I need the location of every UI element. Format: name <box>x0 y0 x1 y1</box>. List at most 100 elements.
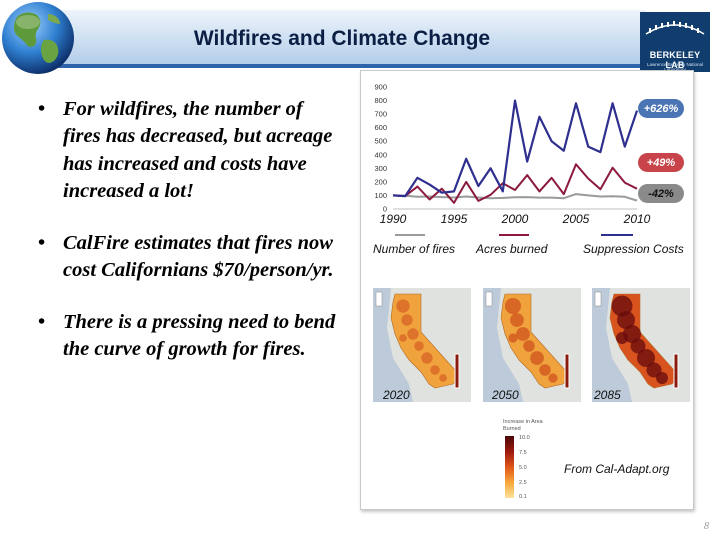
california-shape <box>390 293 458 389</box>
y-tick-label: 800 <box>374 96 387 105</box>
figure-panel: 0 100 200 300 400 500 600 700 800 900 1990 1995 2000… <box>360 70 694 510</box>
bullet-item: • For wildfires, the number of fires has… <box>30 96 340 206</box>
map-2085 <box>592 288 690 402</box>
burn-hotspot <box>646 362 662 378</box>
logo-subtext: Lawrence Berkeley National Laboratory <box>646 62 704 72</box>
callout-costs-label: +626% <box>644 103 679 115</box>
series-line-acres <box>392 163 638 204</box>
bullet-dot: • <box>38 231 46 254</box>
berkeley-lab-logo: BERKELEY LAB Lawrence Berkeley National … <box>640 12 710 72</box>
burn-hotspot <box>548 373 558 383</box>
map-label-2020: 2020 <box>383 388 410 402</box>
legend-swatch-fires <box>395 234 425 236</box>
map-ocean <box>592 288 632 402</box>
map-2050-graphic <box>483 288 581 402</box>
burn-hotspot <box>617 311 635 329</box>
colorbar-tick: 7.5 <box>519 450 527 456</box>
legend-swatch-costs <box>601 234 633 236</box>
x-tick-label: 2005 <box>562 212 590 226</box>
series-line-costs <box>392 99 639 198</box>
burn-hotspot <box>396 299 410 313</box>
y-tick-label: 700 <box>374 110 387 119</box>
map-label-2050: 2050 <box>492 388 519 402</box>
legend-swatch-acres <box>499 234 529 236</box>
burn-hotspot <box>530 351 544 365</box>
burn-hotspot <box>399 334 407 342</box>
zoom-control-icon <box>594 291 602 307</box>
bullet-item: • There is a pressing need to bend the c… <box>30 309 340 364</box>
bullet-dot: • <box>38 98 46 120</box>
map-ocean <box>373 288 413 402</box>
burn-hotspot <box>510 313 524 327</box>
burn-hotspot <box>430 365 440 375</box>
burn-hotspot <box>508 333 518 343</box>
callout-fires-label: -42% <box>648 188 674 200</box>
y-tick-label: 0 <box>383 205 387 214</box>
bullet-text: For wildfires, the number of fires has d… <box>63 98 333 203</box>
y-tick-label: 500 <box>374 137 387 146</box>
bullet-dot: • <box>38 310 46 333</box>
globe-icon <box>2 2 74 74</box>
lab-building-icon <box>645 21 705 35</box>
colorbar-title: Increase in Area <box>503 419 543 425</box>
burn-hotspot <box>516 327 530 341</box>
burn-hotspot <box>656 372 668 384</box>
burn-hotspot <box>616 332 628 344</box>
x-tick-label: 2010 <box>623 212 651 226</box>
map-2020 <box>373 288 471 402</box>
y-tick-label: 300 <box>374 164 387 173</box>
callout-fires-badge <box>638 184 684 203</box>
title-bar: Wildfires and Climate Change <box>38 10 646 68</box>
callout-costs-badge <box>638 99 684 118</box>
y-tick-label: 900 <box>374 83 387 92</box>
y-tick-label: 600 <box>374 123 387 132</box>
legend-label-fires: Number of fires <box>373 242 456 256</box>
colorbar-tick: 0.1 <box>519 494 527 500</box>
map-2050 <box>483 288 581 402</box>
colorbar-tick: 5.0 <box>519 465 527 471</box>
y-tick-label: 200 <box>374 177 387 186</box>
burn-hotspot <box>504 297 522 315</box>
bullet-text: There is a pressing need to bend the cur… <box>63 310 336 361</box>
map-label-2085: 2085 <box>594 388 621 402</box>
map-inset-colorbar <box>564 353 570 389</box>
colorbar-tick: 10.0 <box>519 435 530 441</box>
colorbar: Increase in Area Burned 10.0 7.5 5.0 2.5… <box>503 419 563 503</box>
slide-title: Wildfires and Climate Change <box>193 27 491 50</box>
burn-hotspot <box>630 338 646 354</box>
burn-hotspot <box>539 364 551 376</box>
burn-hotspot <box>401 314 413 326</box>
map-inset-colorbar <box>454 353 460 389</box>
bullet-text: CalFire estimates that fires now cost Ca… <box>63 231 334 282</box>
burn-hotspot <box>637 349 655 367</box>
zoom-control-icon <box>485 291 493 307</box>
logo-text: BERKELEY LAB <box>649 50 701 70</box>
burn-hotspot <box>439 374 447 382</box>
y-tick-label: 400 <box>374 150 387 159</box>
burn-hotspot <box>523 340 535 352</box>
bullet-item: • CalFire estimates that fires now cost … <box>30 230 340 285</box>
burn-hotspot <box>407 328 419 340</box>
zoom-control-icon <box>375 291 383 307</box>
x-tick-label: 2000 <box>501 212 529 226</box>
page-number: 8 <box>704 521 709 532</box>
map-inset-colorbar <box>673 353 679 389</box>
legend-label-costs: Suppression Costs <box>583 242 684 256</box>
colorbar-gradient <box>505 436 514 498</box>
map-ocean <box>483 288 523 402</box>
burn-hotspot <box>421 352 433 364</box>
bullet-list: • For wildfires, the number of fires has… <box>30 96 340 388</box>
x-tick-label: 1995 <box>441 212 468 226</box>
line-chart: 0 100 200 300 400 500 600 700 800 900 1990 1995 2000… <box>374 83 684 226</box>
callout-acres-label: +49% <box>647 157 676 169</box>
source-credit: From Cal-Adapt.org <box>564 462 670 476</box>
map-2020-graphic <box>373 288 471 402</box>
colorbar-title-2: Burned <box>503 426 521 432</box>
colorbar-tick: 2.5 <box>519 480 527 486</box>
x-tick-label: 1990 <box>380 212 407 226</box>
callout-acres-badge <box>638 153 684 172</box>
burn-hotspot <box>414 341 424 351</box>
legend-label-acres: Acres burned <box>476 242 548 256</box>
map-2085-graphic <box>592 288 690 402</box>
y-tick-label: 100 <box>374 191 387 200</box>
